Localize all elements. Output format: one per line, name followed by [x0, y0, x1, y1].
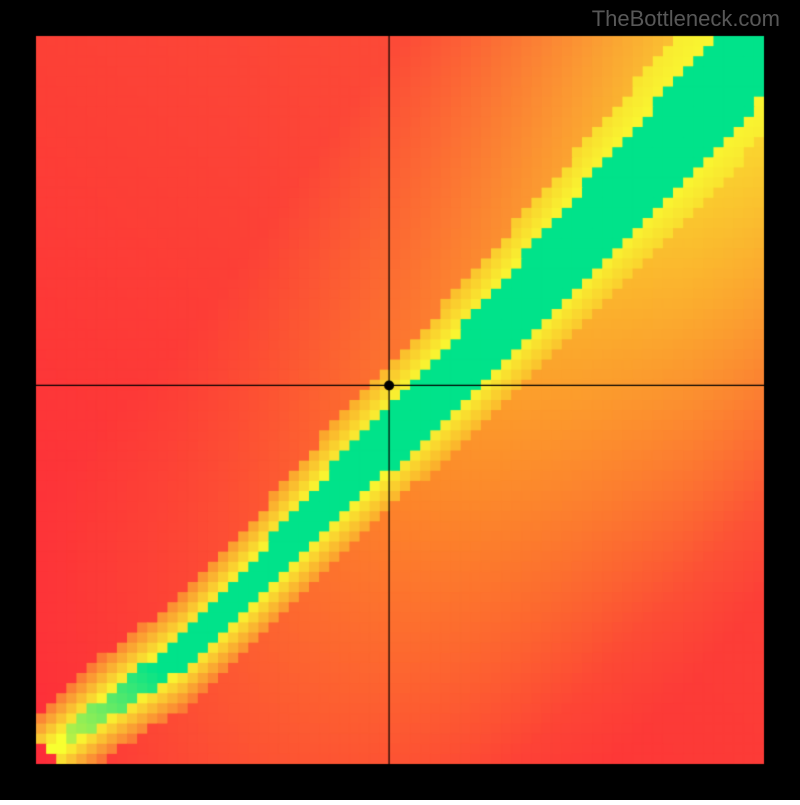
chart-container: TheBottleneck.com	[0, 0, 800, 800]
heatmap-canvas-wrap	[0, 0, 800, 805]
heatmap-canvas	[0, 0, 800, 800]
watermark-text: TheBottleneck.com	[592, 6, 780, 32]
